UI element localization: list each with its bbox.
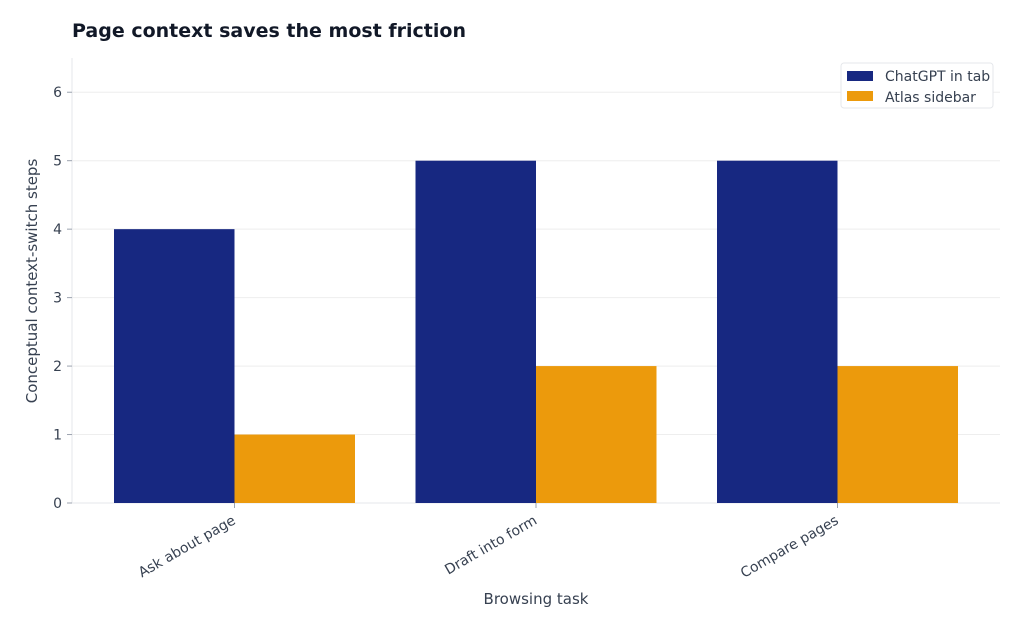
bar-atlas-0	[234, 434, 355, 503]
y-tick-label: 2	[53, 359, 62, 375]
x-tick-label: Ask about page	[136, 513, 239, 581]
bar-chatgpt-1	[415, 160, 536, 503]
legend-swatch-atlas	[847, 91, 873, 101]
x-axis-label: Browsing task	[484, 590, 589, 608]
legend-label-atlas: Atlas sidebar	[885, 90, 976, 106]
legend-swatch-chatgpt	[847, 71, 873, 81]
x-tick-label: Compare pages	[738, 513, 841, 582]
bar-atlas-1	[536, 366, 657, 503]
bars	[114, 160, 958, 503]
bar-chatgpt-0	[114, 229, 235, 503]
y-tick-label: 6	[53, 85, 62, 101]
y-tick-label: 5	[53, 154, 62, 170]
x-tick-label: Draft into form	[442, 513, 540, 579]
y-tick-label: 3	[53, 291, 62, 307]
y-axis-label: Conceptual context-switch steps	[23, 159, 41, 404]
chart-title: Page context saves the most friction	[72, 20, 466, 42]
y-tick-label: 1	[53, 428, 62, 444]
y-tick-label: 4	[53, 222, 62, 238]
bar-atlas-2	[837, 366, 958, 503]
legend-box	[840, 62, 994, 109]
bar-chatgpt-2	[717, 160, 838, 503]
legend: ChatGPT in tab Atlas sidebar	[840, 62, 994, 109]
legend-label-chatgpt: ChatGPT in tab	[885, 69, 990, 85]
y-tick-label: 0	[53, 496, 62, 512]
